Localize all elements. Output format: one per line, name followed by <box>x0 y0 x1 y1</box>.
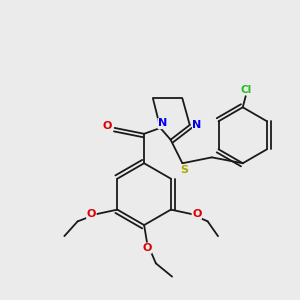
Text: N: N <box>193 120 202 130</box>
Text: Cl: Cl <box>240 85 251 94</box>
Text: S: S <box>180 165 188 175</box>
Text: N: N <box>158 118 167 128</box>
Text: O: O <box>192 209 202 219</box>
Text: O: O <box>142 243 152 253</box>
Text: O: O <box>87 209 96 219</box>
Text: O: O <box>103 122 112 131</box>
